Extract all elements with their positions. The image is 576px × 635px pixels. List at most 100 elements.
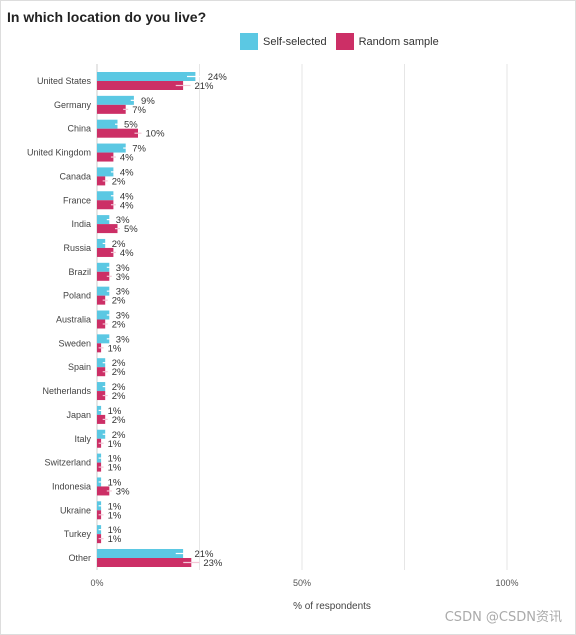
data-label: 1% xyxy=(108,534,122,545)
data-label: 2% xyxy=(112,320,126,331)
data-label: 21% xyxy=(194,549,214,560)
data-label: 3% xyxy=(116,263,130,274)
legend-item-self-selected: Self-selected xyxy=(240,33,327,50)
data-label: 7% xyxy=(132,144,146,155)
x-tick-labels: 0% 50% 100% xyxy=(90,578,518,588)
category-label: Italy xyxy=(74,434,91,444)
category-labels: United States Germany China United Kingdom C… xyxy=(27,76,92,563)
data-label: 5% xyxy=(124,120,138,131)
data-label: 23% xyxy=(203,558,223,569)
data-label: 1% xyxy=(108,510,122,521)
data-label: 4% xyxy=(120,248,134,259)
category-label: Canada xyxy=(59,171,91,181)
bar-self-selected xyxy=(97,95,134,105)
x-tick-label: 50% xyxy=(293,578,311,588)
category-label: Switzerland xyxy=(44,458,91,468)
bar-random-sample xyxy=(97,367,106,377)
data-label: 2% xyxy=(112,430,126,441)
bar-random-sample xyxy=(97,247,114,257)
bar-self-selected xyxy=(97,143,126,153)
bar-self-selected xyxy=(97,167,114,177)
data-label: 2% xyxy=(112,367,126,378)
legend-label-self-selected: Self-selected xyxy=(263,35,327,48)
x-axis-label: % of respondents xyxy=(293,601,371,612)
data-label: 2% xyxy=(112,239,126,250)
data-label: 3% xyxy=(116,486,130,497)
data-label: 1% xyxy=(108,454,122,465)
bar-self-selected xyxy=(97,191,114,201)
data-label: 3% xyxy=(116,215,130,226)
data-label: 2% xyxy=(112,382,126,393)
gridlines xyxy=(96,64,508,570)
data-label: 4% xyxy=(120,200,134,211)
bar-random-sample xyxy=(97,391,106,401)
category-label: France xyxy=(63,195,91,205)
legend-swatch-self-selected xyxy=(240,33,258,50)
data-label: 2% xyxy=(112,296,126,307)
category-label: Sweden xyxy=(58,338,91,348)
category-label: Japan xyxy=(66,410,91,420)
x-tick-label: 0% xyxy=(90,578,103,588)
data-label: 9% xyxy=(141,96,155,107)
data-label: 24% xyxy=(208,72,228,83)
category-label: Brazil xyxy=(68,267,91,277)
bar-self-selected xyxy=(97,286,110,296)
category-label: Turkey xyxy=(64,529,92,539)
data-label: 1% xyxy=(108,477,122,488)
bar-random-sample xyxy=(97,414,106,424)
category-label: Germany xyxy=(54,100,92,110)
category-label: Spain xyxy=(68,362,91,372)
chart-title: In which location do you live? xyxy=(7,9,207,25)
category-label: Ukraine xyxy=(60,505,91,515)
bar-random-sample xyxy=(97,558,192,567)
data-label: 3% xyxy=(116,311,130,322)
category-label: Australia xyxy=(56,315,91,325)
data-label: 3% xyxy=(116,272,130,283)
data-label: 3% xyxy=(116,287,130,298)
bar-self-selected xyxy=(97,382,106,392)
bar-self-selected xyxy=(97,334,110,344)
bar-self-selected xyxy=(97,238,106,248)
bar-self-selected xyxy=(97,358,106,368)
data-label: 2% xyxy=(112,358,126,369)
bar-random-sample xyxy=(97,152,114,162)
data-label: 2% xyxy=(112,176,126,187)
bar-random-sample xyxy=(97,486,110,496)
data-label: 4% xyxy=(120,167,134,178)
data-label: 21% xyxy=(194,81,214,92)
bar-random-sample xyxy=(97,128,138,138)
category-label: Netherlands xyxy=(42,386,91,396)
chart-legend: Self-selected Random sample xyxy=(240,33,448,50)
bar-random-sample xyxy=(97,104,126,114)
bar-random-sample xyxy=(97,295,106,305)
legend-label-random-sample: Random sample xyxy=(358,35,439,48)
data-label: 1% xyxy=(108,501,122,512)
data-label: 1% xyxy=(108,463,122,474)
bar-random-sample xyxy=(97,200,114,210)
data-label: 5% xyxy=(124,224,138,235)
bar-self-selected xyxy=(97,429,106,439)
category-label: Indonesia xyxy=(52,481,91,491)
data-label: 7% xyxy=(132,105,146,116)
data-label: 4% xyxy=(120,153,134,164)
legend-item-random-sample: Random sample xyxy=(335,33,439,50)
category-label: Poland xyxy=(63,291,91,301)
category-label: United Kingdom xyxy=(27,148,91,158)
bar-self-selected xyxy=(97,549,184,558)
bar-self-selected xyxy=(97,215,110,225)
category-label: Russia xyxy=(63,243,91,253)
data-label: 10% xyxy=(146,129,166,140)
bar-random-sample xyxy=(97,319,106,329)
bar-random-sample xyxy=(97,176,106,186)
category-label: China xyxy=(67,124,91,134)
bar-random-sample xyxy=(97,224,118,234)
data-label: 1% xyxy=(108,525,122,536)
data-label: 1% xyxy=(108,406,122,417)
data-label: 2% xyxy=(112,391,126,402)
bar-self-selected xyxy=(97,119,118,129)
data-label: 1% xyxy=(108,439,122,450)
bar-self-selected xyxy=(97,310,110,320)
category-label: Other xyxy=(68,553,91,563)
legend-swatch-random-sample xyxy=(335,33,354,50)
